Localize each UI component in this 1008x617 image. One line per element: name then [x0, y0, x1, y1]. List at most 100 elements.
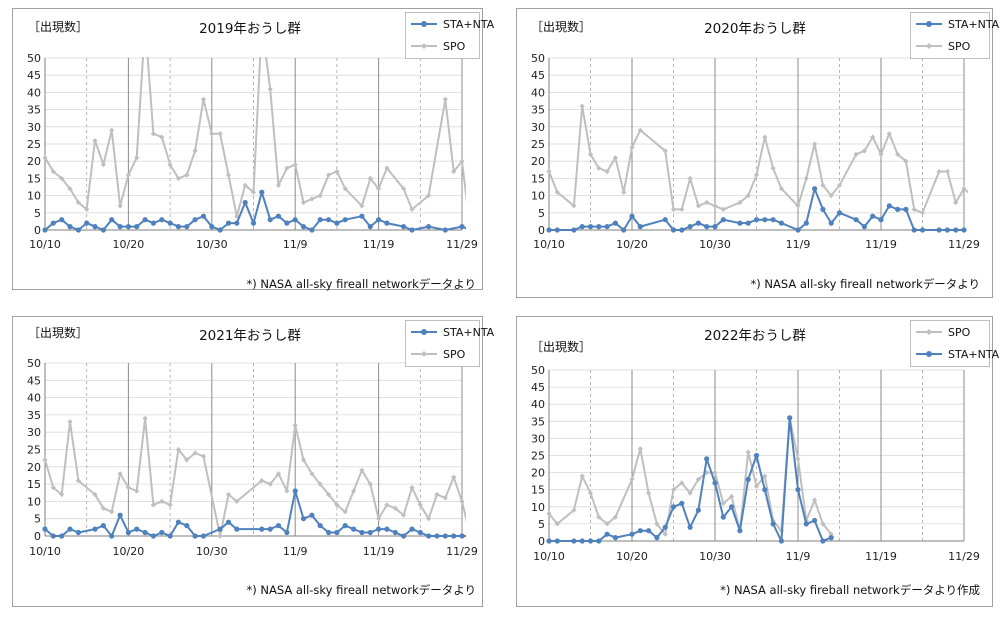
sta-nta-point — [67, 224, 73, 230]
x-tick-label: 10/10 — [533, 238, 565, 251]
sta-nta-point — [571, 227, 577, 233]
y-tick-label: 30 — [531, 121, 545, 134]
sta-nta-point — [259, 189, 265, 195]
spo-point — [150, 502, 156, 508]
sta-nta-point — [259, 526, 265, 532]
spo-point — [200, 96, 207, 102]
series-line-spo — [548, 105, 968, 214]
spo-point — [300, 457, 307, 463]
x-tick-label: 11/19 — [865, 238, 897, 251]
spo-point — [579, 473, 585, 479]
sta-nta-point — [426, 224, 432, 230]
spo-point — [828, 193, 834, 199]
sta-nta-point — [84, 220, 90, 226]
y-tick-label: 30 — [531, 432, 545, 445]
y-tick-label: 40 — [531, 398, 545, 411]
sta-nta-point — [770, 521, 776, 527]
sta-nta-point — [820, 206, 826, 212]
sta-nta-point — [762, 487, 768, 493]
sta-nta-point — [409, 227, 415, 233]
sta-nta-point — [459, 224, 465, 230]
sta-nta-point — [911, 227, 917, 233]
x-tick-label: 11/29 — [948, 238, 980, 251]
sta-nta-point — [309, 227, 315, 233]
legend-label: SPO — [443, 40, 466, 53]
series-sta_nta — [42, 189, 466, 233]
sta-nta-point — [953, 227, 959, 233]
x-tick-label: 10/20 — [616, 238, 648, 251]
sta-nta-point — [836, 210, 843, 216]
sta-nta-point — [192, 533, 198, 539]
spo-point — [284, 488, 290, 494]
spo-point — [317, 481, 323, 487]
sta-nta-point — [326, 217, 332, 223]
sta-nta-point — [687, 224, 693, 230]
spo-point — [67, 419, 73, 425]
sta-nta-point — [125, 529, 131, 536]
y-tick-label: 25 — [27, 444, 41, 457]
spo-point — [770, 165, 776, 171]
spo-point — [637, 127, 643, 133]
spo-point — [812, 497, 818, 503]
chart-panel-3: 0 5 10 15 20 25 30 35 40 45 50 10/10 10/20 10/30 11/9 1… — [12, 316, 495, 607]
sta-nta-point — [459, 533, 465, 539]
sta-nta-point — [704, 456, 710, 462]
spo-point — [225, 172, 232, 178]
legend-label: SPO — [948, 326, 971, 339]
y-tick-label: 0 — [34, 530, 41, 543]
spo-point — [159, 498, 165, 504]
sta-nta-point — [292, 217, 298, 223]
sta-nta-point — [571, 538, 577, 544]
chart-title: 2021年おうし群 — [199, 328, 301, 344]
sta-nta-point — [175, 519, 181, 525]
y-tick-label: 10 — [531, 190, 545, 203]
sta-nta-point — [67, 526, 73, 532]
spo-point — [167, 162, 173, 168]
sta-nta-point — [250, 220, 257, 226]
sta-nta-point — [401, 224, 407, 230]
spo-point — [117, 471, 123, 477]
sta-nta-point — [629, 531, 635, 537]
spo-point — [629, 144, 635, 150]
spo-point — [59, 175, 65, 181]
sta-nta-point — [426, 533, 432, 539]
spo-point — [903, 158, 909, 164]
y-tick-label: 50 — [27, 52, 41, 65]
sta-nta-point — [654, 535, 660, 541]
spo-point — [309, 471, 315, 477]
sta-nta-point — [134, 526, 140, 532]
spo-point — [434, 491, 440, 498]
y-tick-label: 40 — [531, 86, 545, 99]
x-tick-label: 11/29 — [446, 238, 478, 251]
spo-point — [704, 199, 710, 206]
sta-nta-point — [434, 533, 440, 539]
sta-nta-point — [762, 217, 768, 223]
y-tick-label: 5 — [34, 513, 41, 526]
sta-nta-point — [326, 529, 332, 536]
sta-nta-point — [200, 533, 207, 539]
sta-nta-point — [417, 529, 423, 536]
spo-point — [92, 138, 98, 144]
sta-nta-point — [554, 227, 560, 233]
sta-nta-point — [803, 521, 809, 527]
sta-nta-point — [225, 220, 232, 226]
sta-nta-point — [150, 220, 156, 226]
sta-nta-point — [787, 415, 793, 421]
spo-point — [109, 509, 115, 515]
sta-nta-point — [712, 224, 718, 230]
spo-point — [284, 165, 290, 171]
legend-swatch-marker — [421, 43, 427, 49]
sta-nta-point — [886, 203, 892, 209]
sta-nta-point — [50, 220, 56, 226]
spo-point — [376, 186, 382, 192]
spo-point — [75, 199, 81, 206]
y-tick-label: 20 — [531, 155, 545, 168]
y-axis-label: ［出現数］ — [531, 339, 591, 354]
sta-nta-point — [359, 529, 365, 536]
spo-point — [175, 446, 181, 453]
spo-point — [184, 172, 190, 178]
sta-nta-point — [587, 538, 594, 544]
sta-nta-point — [737, 528, 743, 534]
sta-nta-point — [442, 533, 448, 539]
x-tick-label: 10/30 — [699, 550, 731, 563]
